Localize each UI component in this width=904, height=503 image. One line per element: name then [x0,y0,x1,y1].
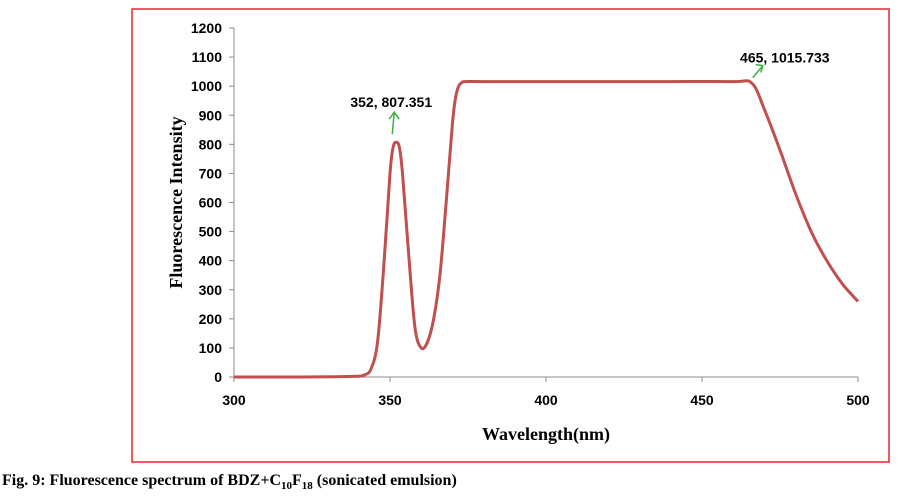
caption-subscript-1: 10 [281,480,292,493]
chart-border [131,8,890,463]
y-tick-label: 0 [214,369,222,385]
y-axis-title: Fluorescence Intensity [166,116,186,288]
caption-subscript-2: 18 [301,480,313,493]
y-tick-label: 400 [199,253,223,269]
x-tick-label: 450 [690,392,714,408]
series-line [233,79,860,379]
caption-prefix: Fig. 9: Fluorescence spectrum of BDZ+C [2,472,281,489]
caption-mid: F [292,472,302,489]
axis-ticks: 0 100 200 300 400 500 600 700 800 900 1000 1100 1200… [191,20,870,408]
x-tick-label: 400 [534,392,558,408]
y-tick-label: 500 [199,224,223,240]
x-tick-label: 300 [222,392,246,408]
x-tick-label: 350 [378,392,402,408]
data-label: 465, 1015.733 [740,50,830,66]
y-tick-label: 100 [199,340,223,356]
annotation-arrowhead [388,110,400,120]
caption-suffix: (sonicated emulsion) [312,472,457,489]
x-tick-label: 500 [846,392,870,408]
data-label: 352, 807.351 [350,94,432,110]
y-tick-label: 800 [199,136,223,152]
annotation-arrowhead [755,63,764,73]
y-tick-label: 300 [199,282,223,298]
annotation-layer: 352, 807.351 465, 1015.733 [350,50,830,135]
y-tick-label: 200 [199,311,223,327]
x-axis-title: Wavelength(nm) [482,424,610,445]
y-tick-label: 1000 [191,78,222,94]
y-tick-label: 1100 [192,49,223,65]
annotation-arrow [752,65,764,79]
y-tick-label: 600 [199,195,223,211]
y-tick-label: 900 [199,107,223,123]
figure-caption: Fig. 9: Fluorescence spectrum of BDZ+C10… [2,472,457,492]
annotation-arrow [391,112,395,135]
y-tick-label: 700 [199,165,223,181]
y-tick-label: 1200 [191,20,222,36]
series-layer [233,79,860,379]
